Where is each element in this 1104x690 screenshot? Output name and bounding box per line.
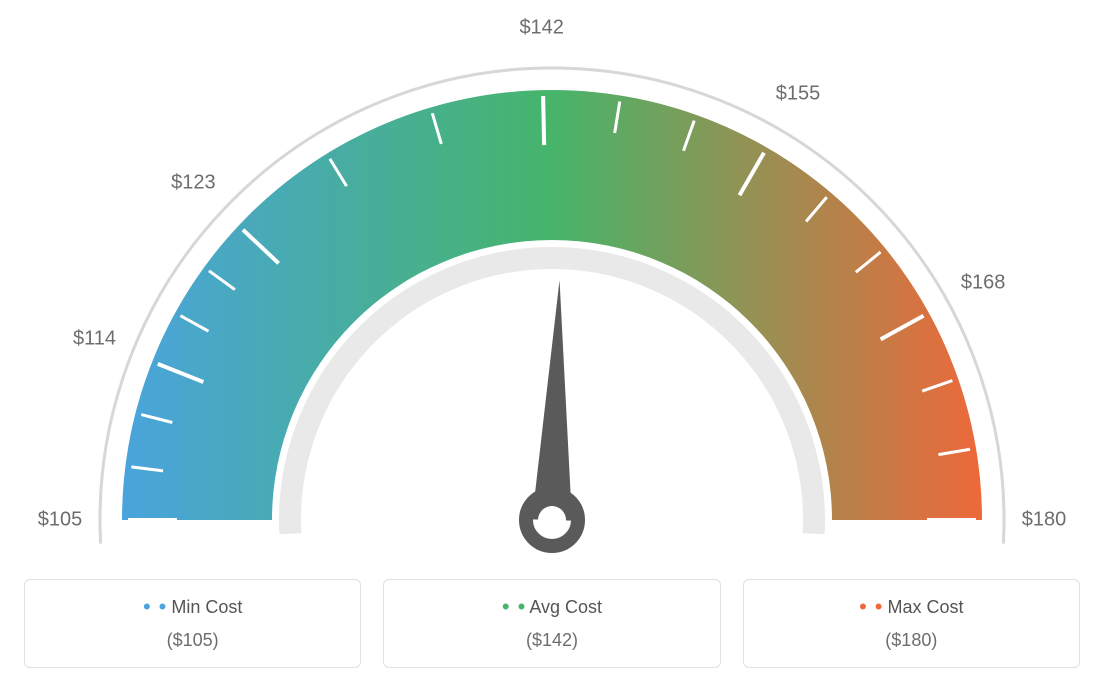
legend-title-max: • Max Cost: [754, 594, 1069, 620]
gauge-tick-label: $123: [171, 172, 216, 195]
legend-card-max: • Max Cost ($180): [743, 579, 1080, 668]
gauge-tick-label: $180: [1022, 509, 1067, 532]
gauge-tick-label: $105: [38, 509, 83, 532]
legend-title-avg: • Avg Cost: [394, 594, 709, 620]
gauge-tick-label: $155: [776, 82, 821, 105]
legend-value-min: ($105): [35, 630, 350, 651]
gauge-tick-label: $142: [519, 17, 564, 40]
legend-value-max: ($180): [754, 630, 1069, 651]
gauge-tick-label: $168: [961, 271, 1006, 294]
legend-value-avg: ($142): [394, 630, 709, 651]
legend-row: • Min Cost ($105) • Avg Cost ($142) • Ma…: [24, 579, 1080, 668]
gauge-area: $105 $114 $123 $142 $155 $168 $180: [0, 0, 1104, 560]
legend-card-avg: • Avg Cost ($142): [383, 579, 720, 668]
cost-gauge-chart: $105 $114 $123 $142 $155 $168 $180 • Min Cost …: [0, 0, 1104, 690]
legend-card-min: • Min Cost ($105): [24, 579, 361, 668]
gauge-tick-label: $114: [73, 327, 116, 350]
legend-title-min: • Min Cost: [35, 594, 350, 620]
gauge-svg: [0, 0, 1104, 560]
